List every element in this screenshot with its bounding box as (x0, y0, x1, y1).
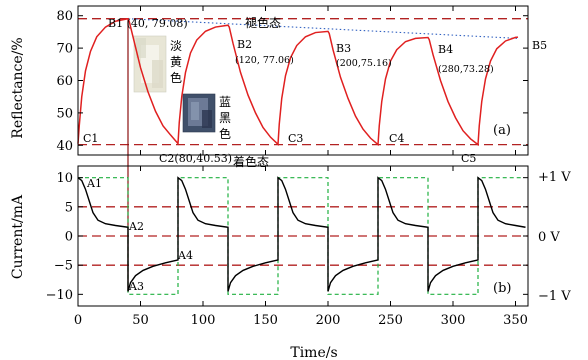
xtick-label-b-4: 200 (316, 313, 341, 328)
ytick-label-b-1: −5 (54, 259, 73, 274)
ytick-label-a-2: 60 (56, 74, 73, 89)
xtick-label-b-5: 250 (378, 313, 403, 328)
ytick-label-a-0: 40 (56, 139, 73, 154)
xtick-label-b-2: 100 (191, 313, 216, 328)
reflectance-series-0 (77, 17, 519, 147)
annotation-a3: A3 (128, 280, 144, 293)
ytick-label-a-4: 80 (56, 9, 73, 24)
voltage-label-plus1: +1 V (538, 170, 571, 185)
ytick-label-b-3: 5 (65, 200, 73, 215)
annotation-c5: C5 (461, 152, 476, 165)
annotation-b5: B5 (532, 39, 547, 52)
colored-photo-label-3: 色 (219, 127, 231, 141)
ytick-label-a-1: 50 (56, 106, 73, 121)
xtick-label-b-6: 300 (441, 313, 466, 328)
annotation-b3: B3 (336, 42, 351, 55)
annotation-c2: C2(80,40.53) (159, 152, 232, 165)
reflectance-axis-label: Reflectance/% (10, 37, 26, 138)
xtick-label-b-1: 50 (132, 313, 149, 328)
annotation-c4: C4 (389, 132, 404, 145)
voltage-label-minus1: −1 V (538, 289, 571, 304)
panel-a-tag: (a) (493, 123, 511, 138)
ytick-label-b-0: −10 (46, 288, 73, 303)
xtick-label-b-7: 350 (503, 313, 528, 328)
colored-state-label: 着色态 (233, 154, 269, 169)
voltage-series (78, 177, 522, 295)
annotation-b1: B1 (40, 79.08) (108, 17, 188, 30)
annotation-b4: B4 (438, 43, 453, 56)
annotation-b2-coords: (120, 77.06) (235, 55, 294, 66)
faded-film-photo (133, 35, 167, 93)
current-series-0 (77, 176, 526, 292)
annotation-c1: C1 (83, 132, 98, 145)
annotation-c3: C3 (288, 132, 303, 145)
fade-trend-line (127, 18, 519, 39)
xtick-label-b-0: 0 (74, 313, 82, 328)
xtick-label-b-3: 150 (253, 313, 278, 328)
faded-state-label: 褪色态 (245, 15, 281, 30)
colored-film-photo (182, 93, 216, 133)
annotation-b2: B2 (237, 38, 252, 51)
panel-b-tag: (b) (493, 281, 511, 296)
ytick-label-b-4: 10 (56, 171, 73, 186)
annotation-a1: A1 (86, 177, 102, 190)
voltage-label-zero: 0 V (538, 230, 560, 245)
annotation-b3-coords: (200,75.16) (336, 58, 392, 69)
time-axis-label: Time/s (290, 345, 337, 360)
colored-photo-label-1: 蓝 (219, 95, 231, 109)
colored-photo-label-2: 黑 (219, 111, 231, 125)
faded-photo-label-1: 淡 (170, 39, 182, 53)
annotation-a2: A2 (128, 220, 144, 233)
annotation-a4: A4 (177, 249, 193, 262)
faded-photo-label-2: 黄 (170, 55, 182, 69)
annotation-b4-coords: (280,73.28) (438, 64, 494, 75)
ytick-label-b-2: 0 (65, 230, 73, 245)
current-axis-label: Current/mA (10, 194, 26, 279)
ytick-label-a-3: 70 (56, 42, 73, 57)
faded-photo-label-3: 色 (170, 71, 182, 85)
